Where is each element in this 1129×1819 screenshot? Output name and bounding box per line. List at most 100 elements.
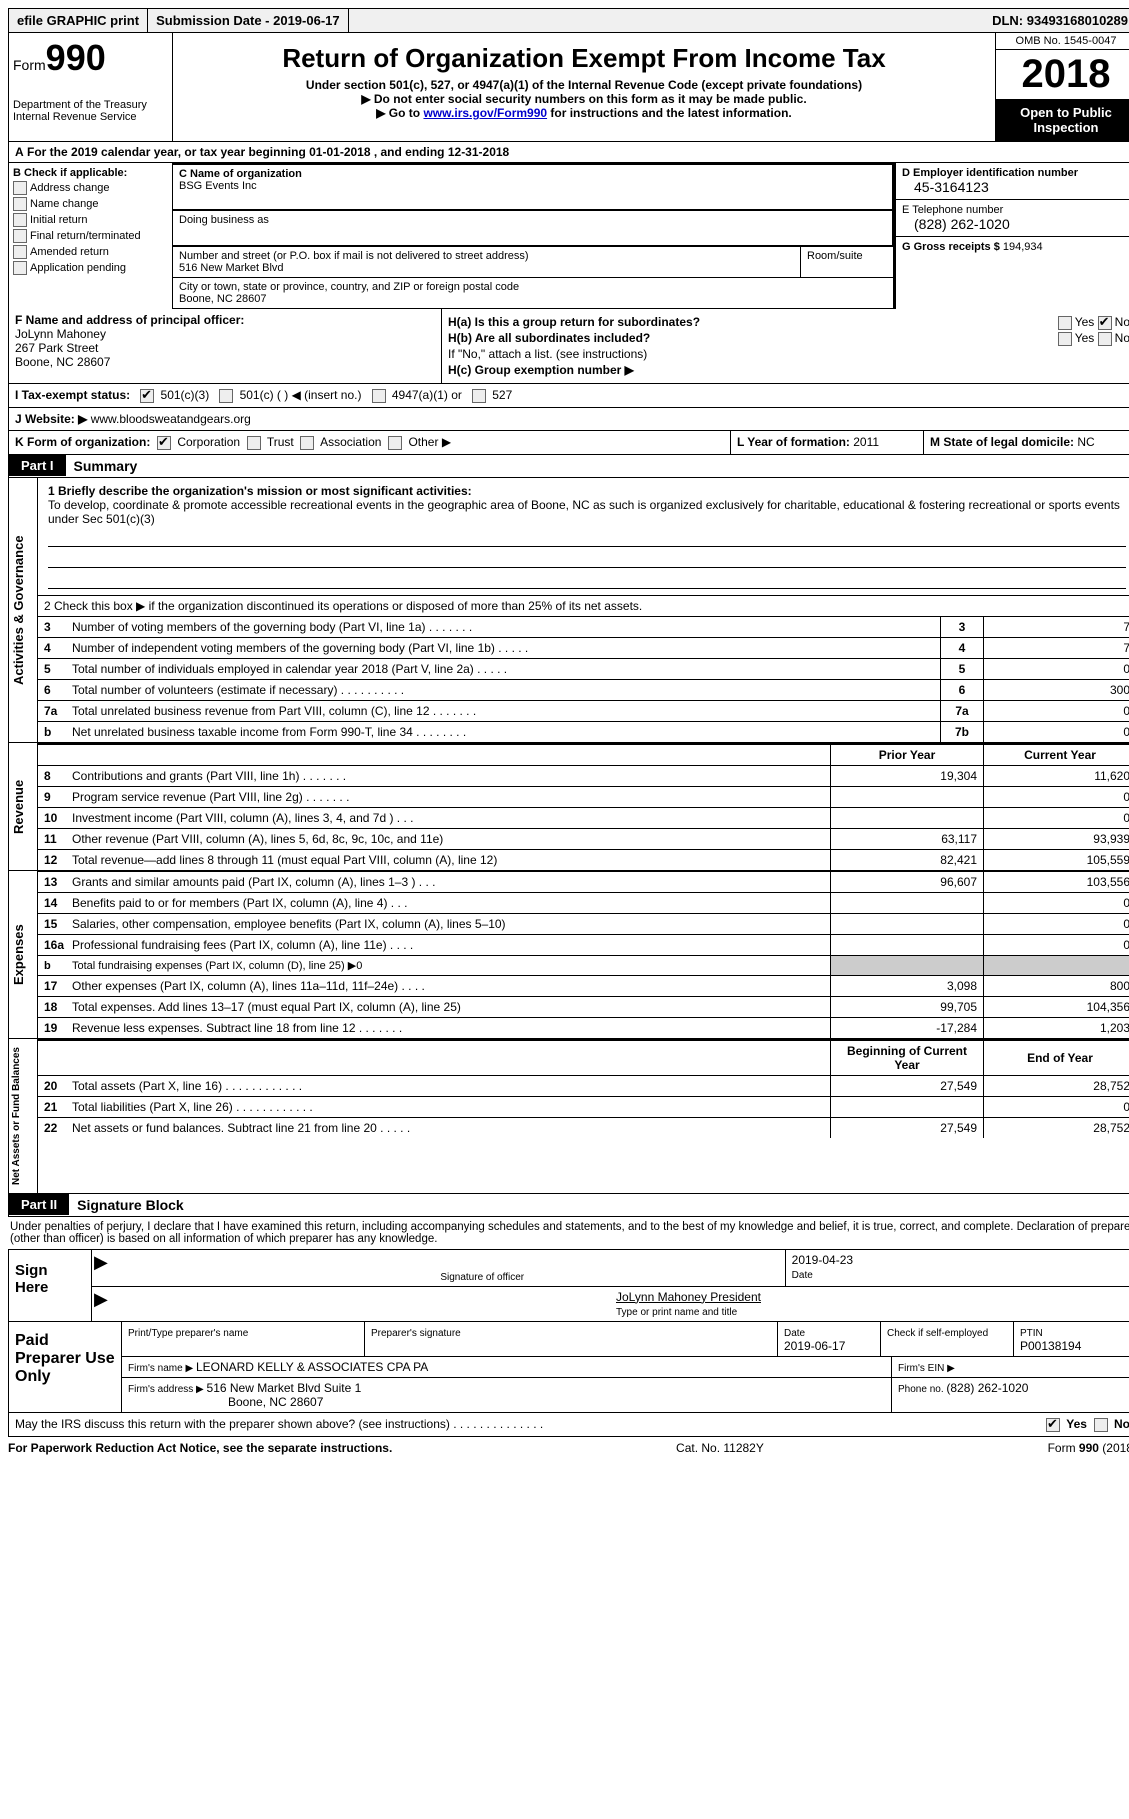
cb-discuss-yes[interactable] bbox=[1046, 1418, 1060, 1432]
part1-black: Part I bbox=[9, 455, 66, 476]
arrow-icon: ▶ bbox=[92, 1250, 434, 1286]
part1-header: Part I Summary bbox=[8, 455, 1129, 478]
mission-label: 1 Briefly describe the organization's mi… bbox=[48, 484, 472, 498]
net-section: Net Assets or Fund Balances Beginning of… bbox=[8, 1039, 1129, 1194]
omb-number: OMB No. 1545-0047 bbox=[996, 33, 1129, 50]
officer-label: F Name and address of principal officer: bbox=[15, 313, 244, 327]
officer-street: 267 Park Street bbox=[15, 341, 98, 355]
sig-date-label: Date bbox=[792, 1270, 813, 1281]
officer-name: JoLynn Mahoney bbox=[15, 327, 106, 341]
gov-section: Activities & Governance 1 Briefly descri… bbox=[8, 478, 1129, 743]
year-formation: 2011 bbox=[853, 435, 879, 449]
dept-label: Department of the Treasury bbox=[13, 99, 168, 111]
preparer-label: Paid Preparer Use Only bbox=[9, 1322, 122, 1412]
table-row: 21Total liabilities (Part X, line 26) . … bbox=[38, 1096, 1129, 1117]
table-row: 16aProfessional fundraising fees (Part I… bbox=[38, 934, 1129, 955]
fgh-row: F Name and address of principal officer:… bbox=[8, 309, 1129, 384]
cb-initial-return[interactable] bbox=[13, 213, 27, 227]
cb-app-pending[interactable] bbox=[13, 261, 27, 275]
arrow-icon: ▶ bbox=[92, 1287, 610, 1321]
hb-label: H(b) Are all subordinates included? bbox=[448, 331, 650, 345]
cb-4947[interactable] bbox=[372, 389, 386, 403]
firm-city: Boone, NC 28607 bbox=[128, 1395, 323, 1409]
cb-ha-no[interactable] bbox=[1098, 316, 1112, 330]
cb-hb-yes[interactable] bbox=[1058, 332, 1072, 346]
sign-here-block: Sign Here ▶ Signature of officer 2019-04… bbox=[8, 1249, 1129, 1322]
cb-501c3[interactable] bbox=[140, 389, 154, 403]
col-b-label: B Check if applicable: bbox=[13, 167, 127, 179]
row-a: A For the 2019 calendar year, or tax yea… bbox=[8, 142, 1129, 163]
footer: For Paperwork Reduction Act Notice, see … bbox=[8, 1437, 1129, 1459]
row-a-text: For the 2019 calendar year, or tax year … bbox=[27, 145, 509, 159]
cb-address-change[interactable] bbox=[13, 181, 27, 195]
table-row: 6Total number of volunteers (estimate if… bbox=[38, 679, 1129, 700]
row-j: J Website: ▶ www.bloodsweatandgears.org bbox=[8, 408, 1129, 431]
sign-here-label: Sign Here bbox=[9, 1250, 92, 1321]
cb-final-return[interactable] bbox=[13, 229, 27, 243]
dba-label: Doing business as bbox=[179, 214, 269, 226]
cb-ha-yes[interactable] bbox=[1058, 316, 1072, 330]
firm-addr: 516 New Market Blvd Suite 1 bbox=[207, 1381, 362, 1395]
room-label: Room/suite bbox=[801, 247, 893, 277]
mission-block: 1 Briefly describe the organization's mi… bbox=[38, 478, 1129, 595]
efile-label: efile GRAPHIC print bbox=[17, 13, 139, 28]
row-a-prefix: A bbox=[15, 145, 24, 159]
row-i: I Tax-exempt status: 501(c)(3) 501(c) ( … bbox=[8, 384, 1129, 408]
vert-rev: Revenue bbox=[9, 743, 38, 870]
cb-527[interactable] bbox=[472, 389, 486, 403]
website-value: www.bloodsweatandgears.org bbox=[91, 412, 251, 426]
table-row: 9Program service revenue (Part VIII, lin… bbox=[38, 786, 1129, 807]
col-d: D Employer identification number 45-3164… bbox=[894, 163, 1129, 309]
cb-other[interactable] bbox=[388, 436, 402, 450]
form-sub2: ▶ Do not enter social security numbers o… bbox=[179, 92, 989, 106]
cb-discuss-no[interactable] bbox=[1094, 1418, 1108, 1432]
cb-amended[interactable] bbox=[13, 245, 27, 259]
table-row: 13Grants and similar amounts paid (Part … bbox=[38, 871, 1129, 892]
submission-date: 2019-06-17 bbox=[273, 13, 340, 28]
dln-label: DLN: bbox=[992, 13, 1027, 28]
table-row: 11Other revenue (Part VIII, column (A), … bbox=[38, 828, 1129, 849]
row-k-label: K Form of organization: bbox=[15, 435, 150, 449]
year-formation-label: L Year of formation: bbox=[737, 435, 853, 449]
declaration: Under penalties of perjury, I declare th… bbox=[8, 1217, 1129, 1249]
table-row: 10Investment income (Part VIII, column (… bbox=[38, 807, 1129, 828]
street-value: 516 New Market Blvd bbox=[179, 262, 284, 274]
part2-header: Part II Signature Block bbox=[8, 1194, 1129, 1217]
cb-name-change[interactable] bbox=[13, 197, 27, 211]
form-title: Return of Organization Exempt From Incom… bbox=[179, 43, 989, 74]
part2-black: Part II bbox=[9, 1194, 69, 1215]
cb-hb-no[interactable] bbox=[1098, 332, 1112, 346]
gross-label: G Gross receipts $ bbox=[902, 241, 1003, 253]
net-table: Beginning of Current YearEnd of Year 20T… bbox=[38, 1039, 1129, 1138]
city-label: City or town, state or province, country… bbox=[179, 281, 519, 293]
sig-date: 2019-04-23 bbox=[792, 1253, 853, 1267]
state-value: NC bbox=[1077, 435, 1094, 449]
cb-trust[interactable] bbox=[247, 436, 261, 450]
gross-value: 194,934 bbox=[1003, 241, 1043, 253]
section-bcd: B Check if applicable: Address change Na… bbox=[8, 163, 1129, 309]
cb-501c[interactable] bbox=[219, 389, 233, 403]
vert-gov: Activities & Governance bbox=[9, 478, 38, 742]
table-row: 22Net assets or fund balances. Subtract … bbox=[38, 1117, 1129, 1138]
exp-section: Expenses 13Grants and similar amounts pa… bbox=[8, 871, 1129, 1039]
street-label: Number and street (or P.O. box if mail i… bbox=[179, 250, 529, 262]
table-row: 15Salaries, other compensation, employee… bbox=[38, 913, 1129, 934]
top-bar: efile GRAPHIC print Submission Date - 20… bbox=[8, 8, 1129, 33]
col-f: F Name and address of principal officer:… bbox=[9, 309, 442, 383]
vert-net: Net Assets or Fund Balances bbox=[9, 1039, 38, 1193]
firm-name: LEONARD KELLY & ASSOCIATES CPA PA bbox=[196, 1360, 428, 1374]
irs-label: Internal Revenue Service bbox=[13, 111, 168, 123]
table-row: 17Other expenses (Part IX, column (A), l… bbox=[38, 975, 1129, 996]
submission-label: Submission Date - bbox=[156, 13, 273, 28]
tax-year: 2018 bbox=[996, 50, 1129, 99]
part2-title: Signature Block bbox=[69, 1194, 192, 1216]
phone-value: (828) 262-1020 bbox=[902, 216, 1129, 232]
phone-label: E Telephone number bbox=[902, 204, 1003, 216]
cb-corp[interactable] bbox=[157, 436, 171, 450]
table-row: bNet unrelated business taxable income f… bbox=[38, 721, 1129, 742]
rev-section: Revenue Prior YearCurrent Year 8Contribu… bbox=[8, 743, 1129, 871]
form-link[interactable]: www.irs.gov/Form990 bbox=[423, 106, 547, 120]
cb-assoc[interactable] bbox=[300, 436, 314, 450]
hb-note: If "No," attach a list. (see instruction… bbox=[448, 347, 1129, 361]
org-name: BSG Events Inc bbox=[179, 180, 257, 192]
